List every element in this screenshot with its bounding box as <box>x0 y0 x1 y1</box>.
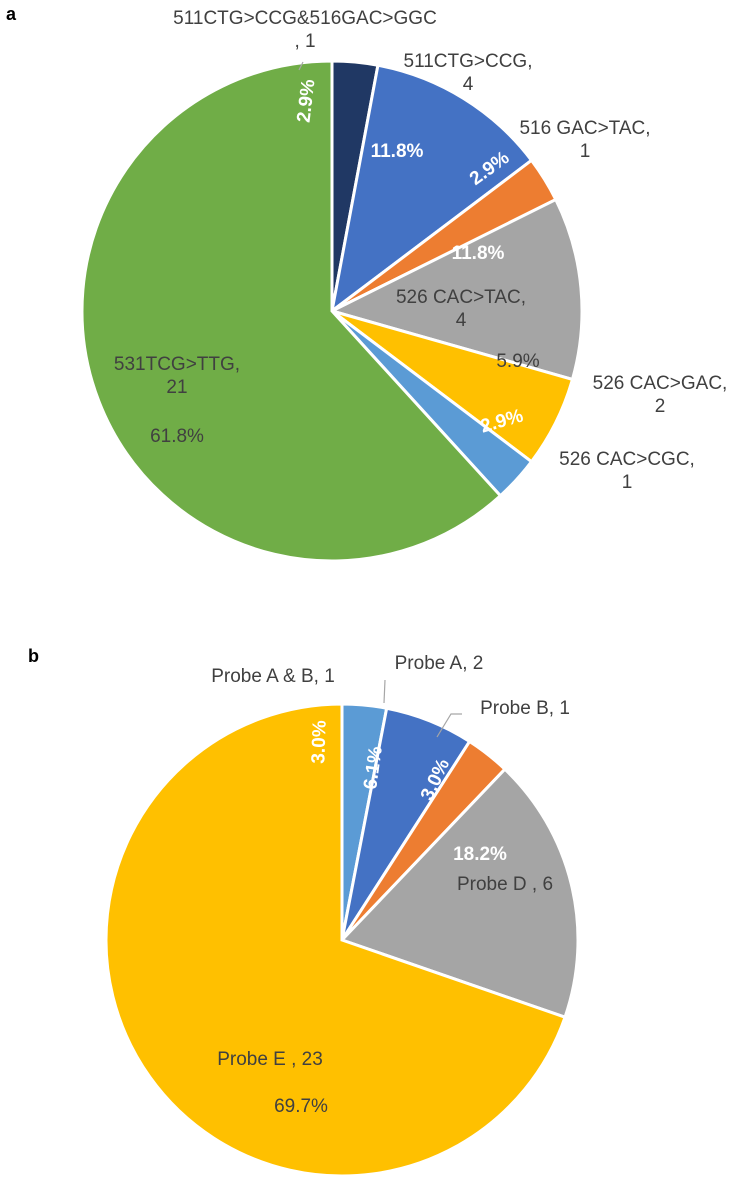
pie-slice-probe-e <box>104 702 567 1178</box>
leader-line-probe-b <box>436 713 462 738</box>
category-label-526-cac-cgc: 526 CAC>CGC, 1 <box>559 449 695 493</box>
category-label-511ctg-ccg-516gac-ggc: 511CTG>CCG&516GAC>GGC, 1 <box>173 8 437 52</box>
category-label-probe-a-b: Probe A & B, 1 <box>211 666 335 687</box>
panel-b-letter: b <box>28 646 39 666</box>
category-label-probe-b: Probe B, 1 <box>480 698 570 719</box>
percent-label-526-cac-tac: 11.8% <box>452 243 505 264</box>
leader-line-probe-a <box>383 679 386 704</box>
category-label-516-gac-tac: 516 GAC>TAC, 1 <box>519 118 650 162</box>
category-label-531tcg-ttg: 531TCG>TTG, 21 <box>114 354 240 398</box>
panel-a-letter: a <box>6 4 17 24</box>
category-label-526-cac-gac: 526 CAC>GAC, 2 <box>593 373 728 417</box>
percent-label-probe-a-b: 3.0% <box>308 720 331 764</box>
category-label-probe-a: Probe A, 2 <box>395 653 484 674</box>
pie-slice-526-cac-tac <box>327 197 584 382</box>
category-label-526-cac-tac: 526 CAC>TAC, 4 <box>396 287 526 331</box>
pie-slice-probe-d <box>339 767 580 1020</box>
category-label-probe-d: Probe D , 6 <box>457 874 553 895</box>
pie-chart-a: 2.9%511CTG>CCG&516GAC>GGC, 111.8%511CTG>… <box>80 8 728 563</box>
category-label-511ctg-ccg: 511CTG>CCG, 4 <box>404 51 533 95</box>
pie-slice-511ctg-ccg <box>329 63 534 315</box>
percent-label-probe-d: 18.2% <box>453 844 507 865</box>
percent-label-526-cac-gac: 5.9% <box>496 351 539 372</box>
percent-label-probe-e: 69.7% <box>274 1096 328 1117</box>
category-label-probe-e: Probe E , 23 <box>217 1049 323 1070</box>
percent-label-511ctg-ccg: 11.8% <box>371 141 424 162</box>
pie-slice-531tcg-ttg <box>80 59 503 563</box>
pie-chart-b: 3.0%Probe A & B, 16.1%Probe A, 23.0%Prob… <box>104 653 580 1178</box>
percent-label-531tcg-ttg: 61.8% <box>150 426 204 447</box>
leader-line-511ctg-ccg-516gac-ggc <box>298 61 304 71</box>
